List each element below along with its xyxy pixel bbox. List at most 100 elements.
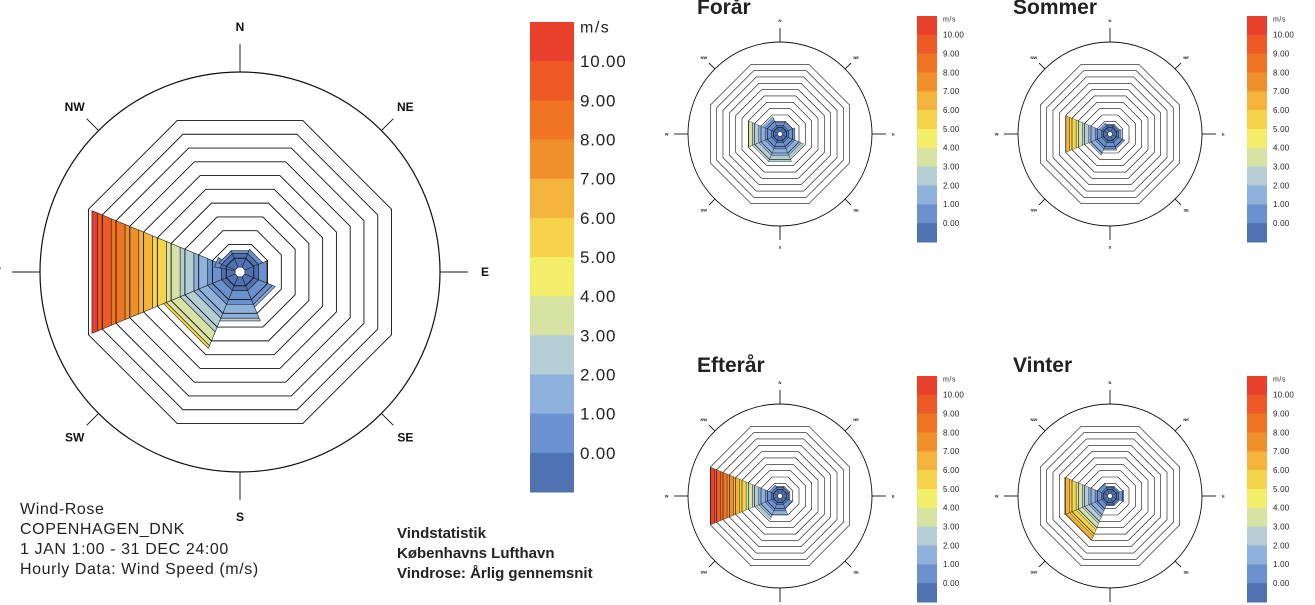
wind-rose-0: N NE E SE S SW W NW: [0, 20, 489, 524]
legend-swatch: [1247, 470, 1267, 490]
direction-label-s: S: [236, 510, 244, 524]
direction-label-nw: NW: [701, 417, 708, 422]
legend-swatch: [917, 34, 937, 55]
legend-tick-label: 10.00: [943, 31, 964, 40]
legend-tick-label: 9.00: [943, 409, 960, 418]
speed-legend-0: m/s 10.00 9.00 8.00 7.00 6.00 5.00 4.00 3.00 2.00…: [530, 19, 626, 493]
petal-band: [152, 235, 167, 309]
petal-W-0: [91, 210, 236, 334]
frequency-ring: [1103, 127, 1117, 141]
legend-tick-label: 9.00: [1273, 409, 1290, 418]
legend-swatch: [917, 110, 937, 130]
legend-swatch: [917, 91, 937, 111]
petal-band: [1082, 122, 1089, 146]
petal-band: [193, 252, 208, 292]
petal-S-2: [1103, 136, 1117, 151]
direction-tick: [708, 62, 716, 70]
petal-band: [748, 120, 753, 148]
legend-tick-label: 4.00: [943, 144, 960, 153]
frequency-ring: [1097, 483, 1123, 509]
frequency-ring: [741, 95, 819, 173]
petal-band: [768, 155, 792, 162]
direction-tick: [844, 424, 852, 432]
direction-label-e: E: [892, 493, 895, 498]
legend-swatch: [917, 72, 937, 92]
petal-band: [733, 476, 740, 516]
legend-swatch: [1247, 110, 1267, 130]
direction-label-se: SE: [397, 431, 413, 445]
frequency-ring: [767, 121, 793, 147]
frequency-ring: [1052, 438, 1168, 554]
petal-band: [1118, 490, 1124, 502]
legend-swatch: [1247, 545, 1267, 565]
legend-swatch: [1247, 129, 1267, 149]
legend-swatch: [917, 147, 937, 168]
frequency-ring: [1046, 70, 1174, 198]
legend-swatch: [1247, 432, 1267, 452]
direction-label-nw: NW: [701, 55, 708, 60]
frequency-ring: [1065, 451, 1155, 541]
petal-band: [745, 481, 753, 511]
petal-band: [1069, 117, 1077, 151]
petal-band: [1105, 123, 1115, 126]
legend-tick-label: 3.00: [580, 326, 616, 345]
direction-label-w: W: [0, 265, 1, 279]
legend-swatch: [530, 452, 574, 493]
petal-band: [91, 210, 98, 334]
frequency-ring: [1078, 464, 1142, 528]
legend-tick-label: 10.00: [1273, 31, 1294, 40]
frequency-ring: [212, 244, 268, 300]
legend-swatch: [1247, 583, 1267, 603]
frequency-ring: [1071, 95, 1149, 173]
frequency-ring: [767, 483, 793, 509]
legend-tick-label: 7.00: [1273, 87, 1290, 96]
legend-swatch: [1247, 507, 1267, 528]
direction-label-s: S: [1109, 245, 1112, 250]
frequency-ring: [1059, 83, 1161, 185]
legend-tick-label: 0.00: [1273, 219, 1290, 228]
petal-S-3: [219, 276, 261, 322]
direction-label-ne: NE: [1183, 55, 1189, 60]
legend-tick-label: 9.00: [580, 91, 616, 110]
legend-swatch: [917, 413, 937, 433]
title-winter: Vinter: [1013, 354, 1073, 377]
legend-tick-label: 3.00: [943, 522, 960, 531]
legend-tick-label: 5.00: [943, 485, 960, 494]
direction-label-se: SE: [853, 208, 859, 213]
frequency-ring: [716, 432, 844, 560]
frequency-ring: [773, 127, 787, 141]
frequency-ring: [1090, 114, 1130, 154]
legend-tick-label: 2.00: [580, 365, 616, 384]
legend-tick-label: 9.00: [943, 49, 960, 58]
direction-tick: [708, 424, 716, 432]
direction-label-s: S: [779, 245, 782, 250]
legend-tick-label: 5.00: [1273, 125, 1290, 134]
legend-swatch: [917, 223, 937, 243]
petal-band: [1075, 119, 1083, 149]
legend-tick-label: 4.00: [1273, 504, 1290, 513]
direction-label-se: SE: [1183, 570, 1189, 575]
speed-legend-3: m/s 10.00 9.00 8.00 7.00 6.00 5.00 4.00 3.00 2.00…: [917, 376, 964, 603]
legend-swatch: [1247, 394, 1267, 415]
petal-band: [1105, 504, 1115, 507]
petal-SE-3: [780, 134, 805, 159]
legend-swatch: [530, 100, 574, 140]
petal-band: [1069, 479, 1077, 513]
legend-swatch: [530, 296, 574, 336]
frequency-ring: [1071, 457, 1149, 535]
frequency-ring: [735, 451, 825, 541]
legend-swatch: [917, 16, 937, 36]
direction-tick: [708, 198, 716, 206]
petal-band: [220, 304, 260, 319]
legend-swatch: [530, 413, 574, 454]
info-data-type: Hourly Data: Wind Speed (m/s): [20, 561, 259, 578]
petal-band: [219, 317, 261, 322]
legend-tick-label: 9.00: [1273, 49, 1290, 58]
legend-swatch: [1247, 72, 1267, 92]
frequency-ring: [170, 202, 310, 342]
direction-label-n: N: [779, 18, 782, 23]
direction-tick: [381, 413, 394, 426]
legend-swatch: [917, 451, 937, 471]
legend-tick-label: 4.00: [943, 504, 960, 513]
